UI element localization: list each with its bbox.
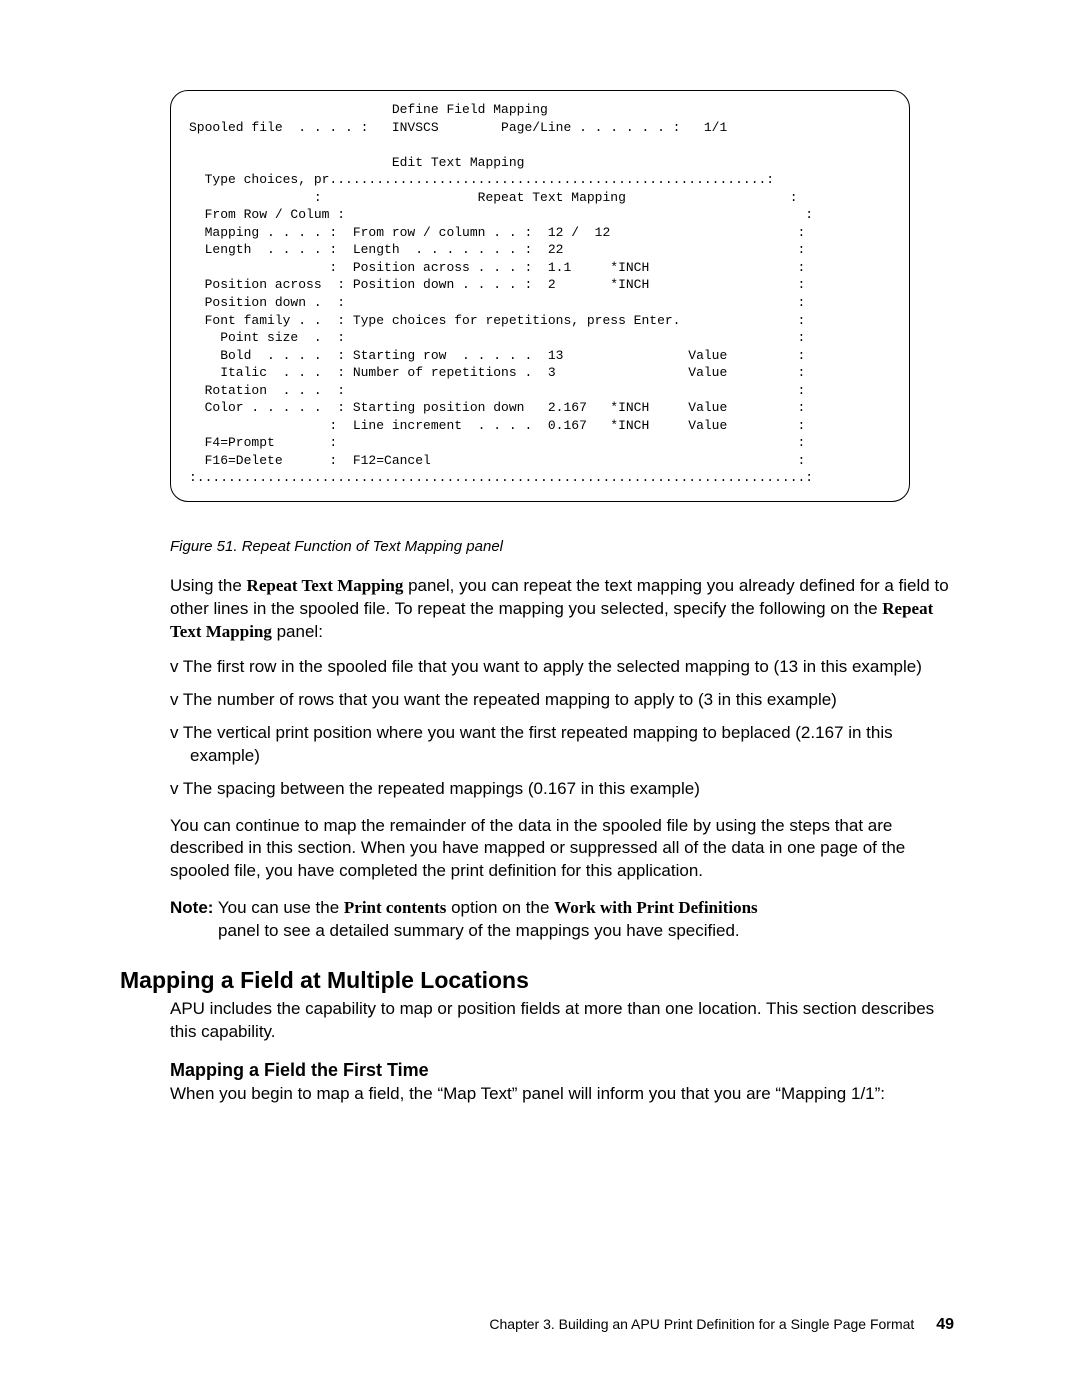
footer-page-number: 49	[936, 1316, 954, 1333]
paragraph-4: When you begin to map a field, the “Map …	[170, 1083, 960, 1106]
bullet-list: The first row in the spooled file that y…	[170, 656, 960, 801]
heading-2: Mapping a Field at Multiple Locations	[120, 967, 960, 994]
heading-3: Mapping a Field the First Time	[170, 1060, 960, 1081]
note-line-2: panel to see a detailed summary of the m…	[218, 920, 960, 943]
bold-text: Print contents	[344, 898, 446, 917]
bold-text: Repeat Text Mapping	[247, 576, 404, 595]
bold-text: Work with Print Definitions	[554, 898, 758, 917]
list-item: The number of rows that you want the rep…	[170, 689, 960, 712]
text: panel:	[272, 622, 323, 641]
page: Define Field Mapping Spooled file . . . …	[0, 0, 1080, 1394]
footer-chapter: Chapter 3. Building an APU Print Definit…	[489, 1316, 914, 1332]
list-item: The spacing between the repeated mapping…	[170, 778, 960, 801]
list-item: The first row in the spooled file that y…	[170, 656, 960, 679]
page-footer: Chapter 3. Building an APU Print Definit…	[120, 1316, 960, 1334]
paragraph-3: APU includes the capability to map or po…	[170, 998, 960, 1044]
list-item: The vertical print position where you wa…	[170, 722, 960, 768]
text: You can use the	[213, 898, 343, 917]
terminal-panel: Define Field Mapping Spooled file . . . …	[170, 90, 910, 502]
text: option on the	[446, 898, 554, 917]
note-block: Note: You can use the Print contents opt…	[170, 897, 960, 943]
figure-caption: Figure 51. Repeat Function of Text Mappi…	[170, 538, 960, 555]
paragraph-1: Using the Repeat Text Mapping panel, you…	[170, 575, 960, 644]
paragraph-2: You can continue to map the remainder of…	[170, 815, 960, 884]
text: Using the	[170, 576, 247, 595]
note-label: Note:	[170, 898, 213, 917]
